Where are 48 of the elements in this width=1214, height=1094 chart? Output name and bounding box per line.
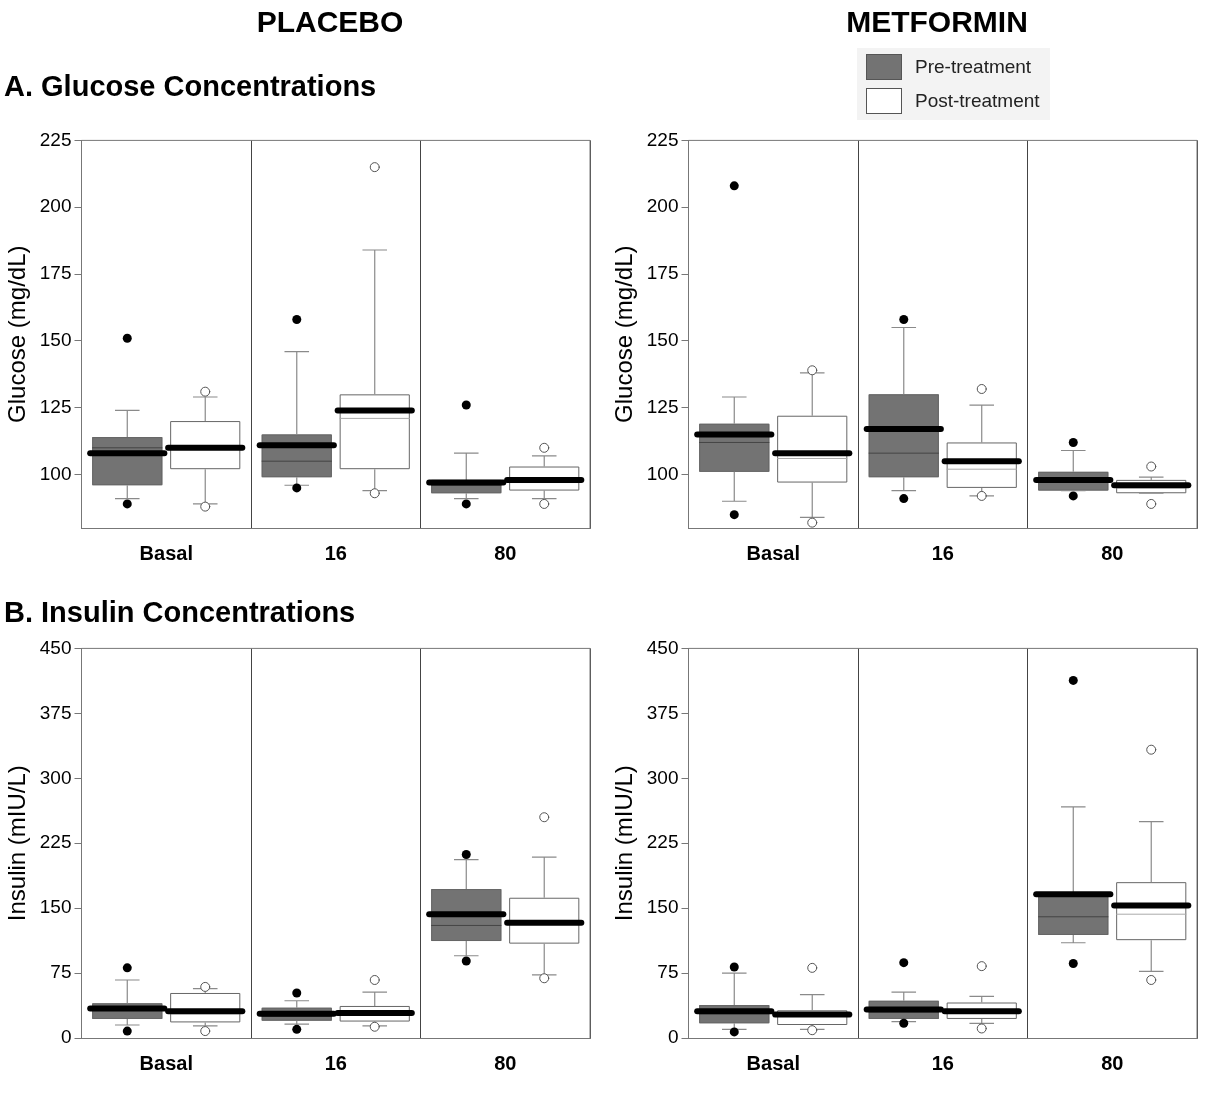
y-tick-label: 125: [39, 395, 72, 417]
x-tick-label: 80: [1101, 1051, 1124, 1074]
y-tick-label: 150: [39, 329, 72, 351]
y-tick-label: 125: [646, 395, 679, 417]
y-tick-label: 100: [646, 462, 679, 484]
x-tick-label: Basal: [139, 541, 193, 564]
y-axis-title: Insulin (mIU/L): [610, 765, 638, 922]
y-tick-label: 300: [39, 766, 72, 788]
y-axis-title: Glucose (mg/dL): [3, 245, 31, 423]
x-tick-label: 16: [931, 1051, 954, 1074]
x-tick-label: Basal: [139, 1051, 193, 1074]
chart-title: METFORMIN: [845, 4, 1029, 40]
x-tick-label: Basal: [746, 541, 800, 564]
x-tick-label: Basal: [746, 1051, 800, 1074]
x-tick-label: 80: [494, 541, 517, 564]
chart-title: PLACEBO: [255, 4, 405, 40]
y-tick-label: 175: [39, 262, 72, 284]
y-tick-label: 375: [646, 701, 679, 723]
y-tick-label: 450: [646, 636, 679, 658]
x-tick-label: 80: [1101, 541, 1124, 564]
y-axis-title: Insulin (mIU/L): [3, 765, 31, 922]
y-tick-label: 75: [657, 961, 679, 983]
y-tick-label: 450: [39, 636, 72, 658]
y-tick-label: 225: [646, 128, 679, 150]
y-tick-label: 375: [39, 701, 72, 723]
chart-subtitle: A. Glucose Concentrations: [3, 69, 378, 104]
legend-label: Pre-treatment: [915, 56, 1032, 78]
y-tick-label: 150: [39, 896, 72, 918]
y-tick-label: 150: [646, 896, 679, 918]
y-tick-label: 200: [646, 195, 679, 217]
y-tick-label: 300: [646, 766, 679, 788]
y-tick-label: 75: [50, 961, 72, 983]
legend-label: Post-treatment: [915, 90, 1040, 112]
y-tick-label: 100: [39, 462, 72, 484]
y-tick-label: 175: [646, 262, 679, 284]
x-tick-label: 16: [931, 541, 954, 564]
y-tick-label: 200: [39, 195, 72, 217]
y-tick-label: 225: [39, 831, 72, 853]
y-axis-title: Glucose (mg/dL): [610, 245, 638, 423]
x-tick-label: 16: [324, 541, 347, 564]
y-tick-label: 225: [39, 128, 72, 150]
x-tick-label: 80: [494, 1051, 517, 1074]
y-tick-label: 0: [667, 1026, 679, 1048]
y-tick-label: 225: [646, 831, 679, 853]
y-tick-label: 0: [60, 1026, 72, 1048]
y-tick-label: 150: [646, 329, 679, 351]
x-tick-label: 16: [324, 1051, 347, 1074]
chart-subtitle: B. Insulin Concentrations: [3, 595, 357, 630]
